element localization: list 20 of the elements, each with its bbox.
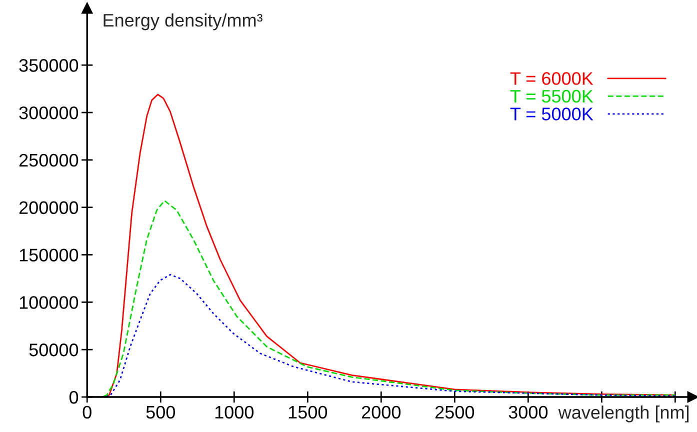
legend-label: T = 6000K <box>510 72 594 85</box>
legend-label: T = 5000K <box>510 108 594 120</box>
y-tick-label: 50000 <box>29 344 78 356</box>
y-axis-title: Energy density/mm³ <box>104 13 262 30</box>
y-tick-label: 200000 <box>19 201 78 214</box>
y-tick-label: 350000 <box>19 59 78 72</box>
legend-label: T = 5500K <box>510 90 594 103</box>
x-tick-label: 3000 <box>508 406 548 419</box>
x-axis-title: wavelength [nm] <box>558 406 689 422</box>
x-tick-label: 2500 <box>435 406 474 419</box>
y-tick-label: 300000 <box>19 106 78 120</box>
x-tick-label: 1500 <box>288 406 328 419</box>
y-tick-label: 100000 <box>20 296 78 309</box>
x-tick-label: 1000 <box>215 406 254 419</box>
y-tick-label: 0 <box>69 390 78 404</box>
x-tick-label: 0 <box>82 406 92 419</box>
x-tick-label: 2000 <box>362 406 401 419</box>
x-tick-label: 500 <box>146 406 175 419</box>
y-tick-label: 150000 <box>20 248 78 262</box>
y-tick-label: 250000 <box>19 154 78 167</box>
